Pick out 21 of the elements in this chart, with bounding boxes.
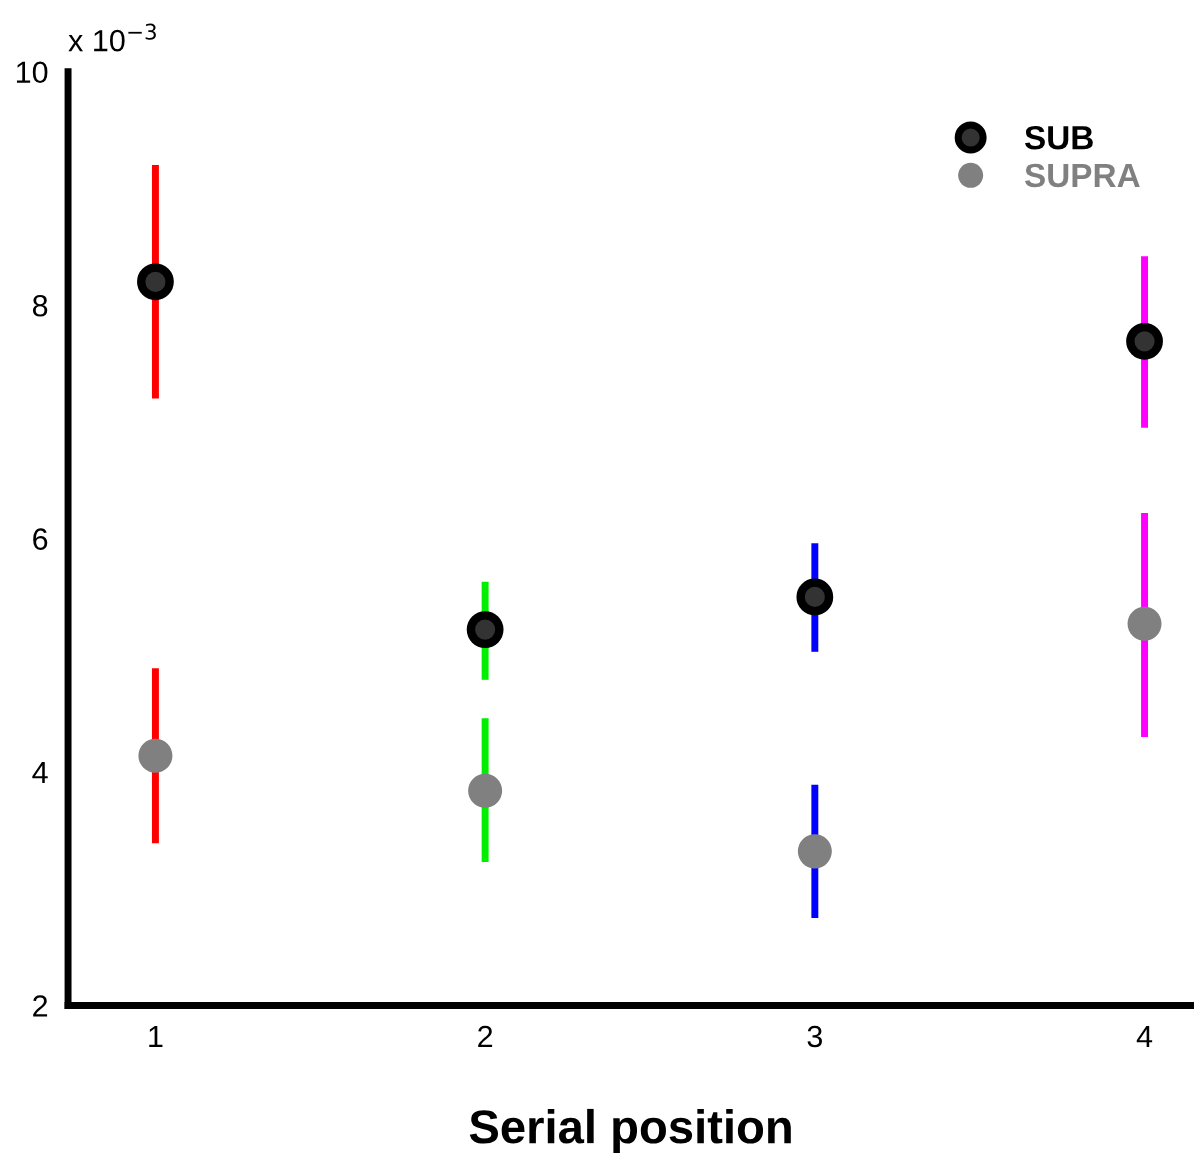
text: x 10$^{−3}$ <box>68 23 156 52</box>
x-tick-label: 1 <box>149 1026 163 1048</box>
point <box>796 578 834 616</box>
legend-label: SUPRA <box>1024 163 1140 188</box>
x-tick-label: 4 <box>1136 1026 1153 1048</box>
x-tick-label: 2 <box>478 1025 493 1048</box>
y-tick-label: 2 <box>33 995 48 1017</box>
point <box>137 263 174 301</box>
point <box>466 611 504 649</box>
point <box>138 738 173 773</box>
y-tick-label: 4 <box>32 762 48 784</box>
point <box>797 834 832 869</box>
point <box>1127 606 1162 641</box>
x-tick-label: 3 <box>807 1025 822 1048</box>
point <box>468 773 503 808</box>
y-tick-label: 8 <box>32 294 48 317</box>
y-tick-label: 10 <box>16 61 48 84</box>
y-tick-label: 6 <box>33 528 48 550</box>
legend-label: SUB <box>1024 125 1093 150</box>
x-axis-title: Serial position <box>469 1108 791 1153</box>
point <box>1126 322 1163 360</box>
